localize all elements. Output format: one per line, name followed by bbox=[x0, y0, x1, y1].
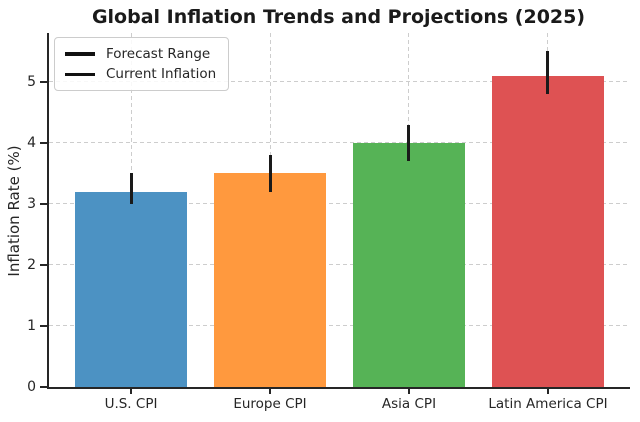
y-axis-label: Inflation Rate (%) bbox=[5, 145, 23, 277]
h-gridline-3 bbox=[49, 203, 630, 205]
y-tick-label-3: 3 bbox=[27, 195, 36, 212]
chart-title: Global Inflation Trends and Projections … bbox=[91, 6, 586, 28]
plot-area: Forecast Range Current Inflation 0 1 2 3 4 5 U… bbox=[27, 33, 630, 412]
y-tick-label-1: 1 bbox=[27, 317, 36, 334]
y-tick-label-4: 4 bbox=[27, 134, 36, 151]
x-axis-label-u-s-cpi: U.S. CPI bbox=[104, 396, 158, 412]
x-axis-label-latin-america-cpi: Latin America CPI bbox=[488, 396, 608, 412]
error-bar-asia-cpi bbox=[407, 124, 411, 162]
line-swatch-icon bbox=[65, 72, 95, 76]
h-gridline-1 bbox=[49, 325, 630, 327]
x-tick-latin-america-cpi bbox=[546, 389, 549, 394]
error-bar-latin-america-cpi bbox=[546, 51, 550, 95]
y-tick-label-2: 2 bbox=[27, 256, 36, 273]
legend-label: Current Inflation bbox=[106, 66, 217, 82]
y-tick-1 bbox=[40, 324, 47, 327]
y-tick-3 bbox=[40, 202, 47, 205]
y-tick-2 bbox=[40, 263, 47, 266]
bar-asia-cpi bbox=[353, 142, 465, 387]
bar-europe-cpi bbox=[214, 173, 326, 387]
x-tick-europe-cpi bbox=[269, 389, 271, 394]
legend-item-forecast-range: Forecast Range bbox=[65, 44, 216, 64]
x-axis-label-europe-cpi: Europe CPI bbox=[233, 396, 307, 412]
y-tick-4 bbox=[40, 141, 47, 144]
y-tick-label-0: 0 bbox=[27, 379, 36, 395]
x-tick-asia-cpi bbox=[407, 389, 410, 394]
bar-u-s-cpi bbox=[75, 191, 187, 387]
bar-latin-america-cpi bbox=[492, 75, 604, 387]
legend-label: Forecast Range bbox=[106, 46, 211, 62]
y-tick-0 bbox=[40, 386, 47, 388]
legend-item-current-inflation: Current Inflation bbox=[65, 64, 216, 84]
h-gridline-2 bbox=[49, 264, 630, 266]
h-gridline-5 bbox=[49, 81, 630, 83]
error-bar-u-s-cpi bbox=[129, 173, 133, 204]
h-gridline-4 bbox=[49, 142, 630, 144]
x-axis-label-asia-cpi: Asia CPI bbox=[381, 396, 437, 412]
line-swatch-icon bbox=[65, 52, 95, 56]
y-tick-label-5: 5 bbox=[27, 73, 36, 90]
legend: Forecast Range Current Inflation bbox=[54, 37, 230, 91]
x-tick-u-s-cpi bbox=[130, 389, 132, 394]
y-tick-5 bbox=[40, 80, 47, 83]
error-bar-europe-cpi bbox=[268, 155, 272, 192]
